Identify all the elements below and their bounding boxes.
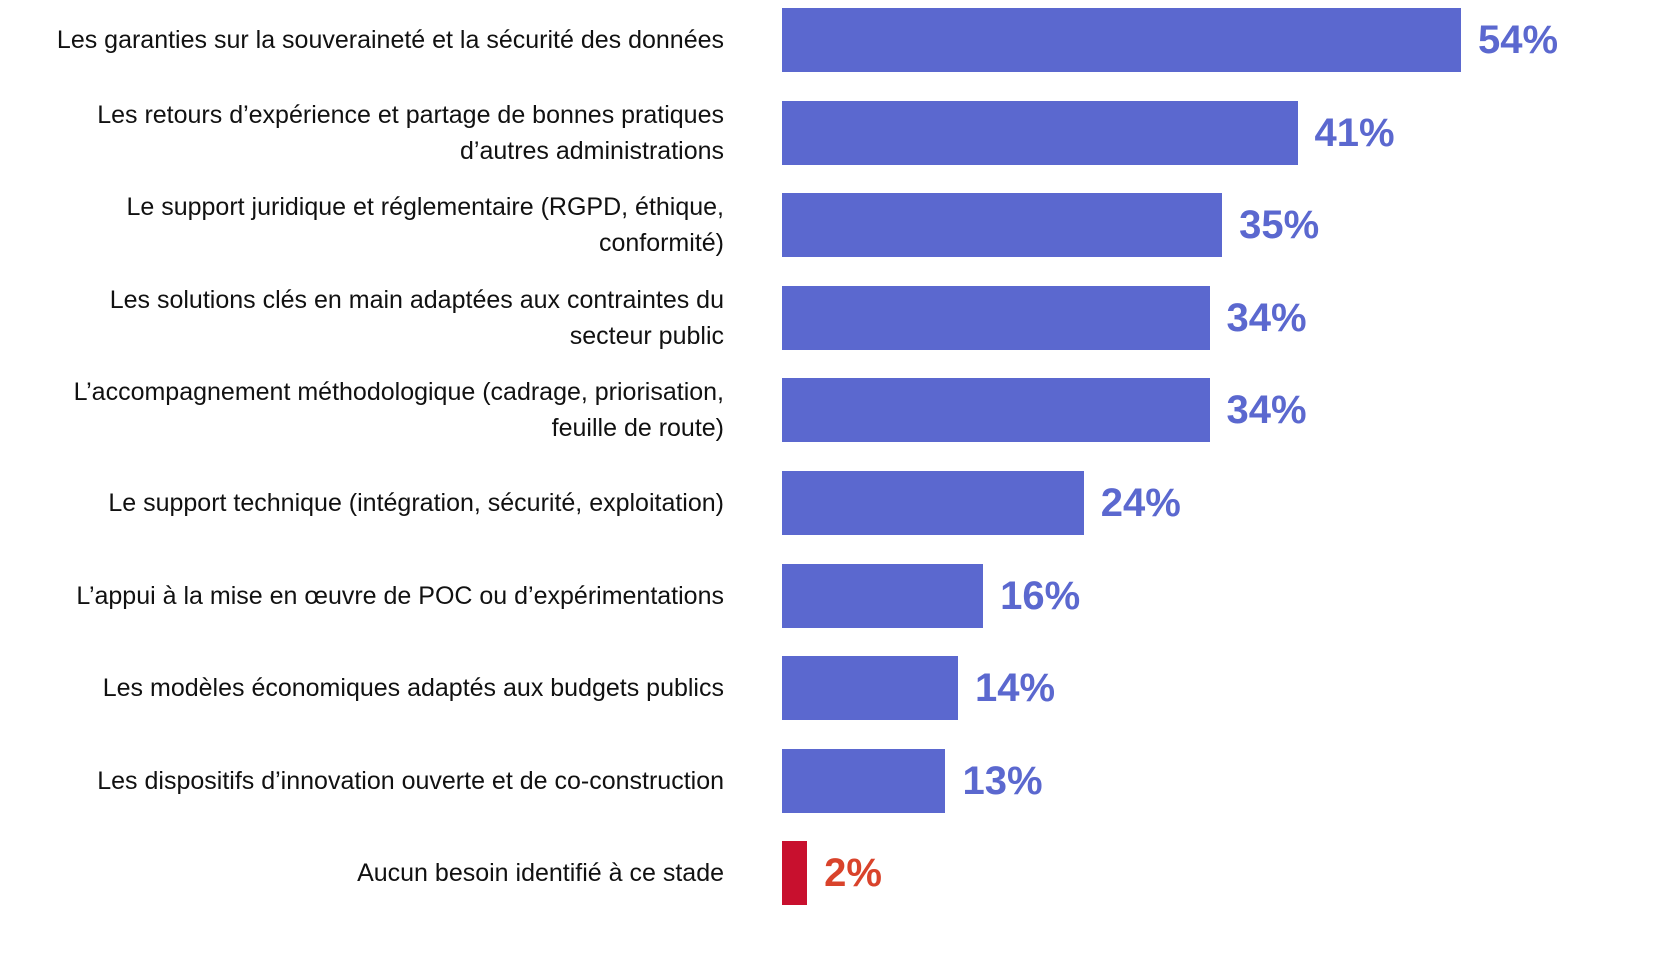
category-label: Les dispositifs d’innovation ouverte et … (97, 766, 724, 795)
category-label: Aucun besoin identifié à ce stade (357, 859, 724, 888)
category-label: Le support juridique et réglementaire (R… (126, 193, 724, 258)
bar (782, 841, 808, 906)
category-label: Les retours d’expérience et partage de b… (97, 100, 724, 165)
category-label: Les garanties sur la souveraineté et la … (56, 26, 724, 54)
bar (782, 8, 1461, 72)
category-label: L’accompagnement méthodologique (cadrage… (73, 378, 724, 443)
value-label: 41% (1314, 110, 1395, 155)
value-label: 16% (1000, 573, 1081, 618)
bar (782, 656, 959, 721)
value-label: 24% (1100, 481, 1181, 525)
value-label: 54% (1478, 18, 1559, 62)
value-label: 2% (824, 851, 882, 896)
bar (782, 378, 1210, 443)
bar (782, 563, 984, 628)
bar (782, 285, 1210, 350)
value-label: 34% (1226, 295, 1307, 340)
bar (782, 748, 946, 813)
bar (782, 193, 1223, 258)
value-label: 13% (962, 758, 1043, 803)
value-label: 14% (975, 666, 1056, 711)
category-label: Le support technique (intégration, sécur… (108, 489, 724, 517)
bar (782, 100, 1298, 165)
value-label: 35% (1239, 203, 1320, 248)
value-label: 34% (1226, 388, 1307, 433)
category-label: Les modèles économiques adaptés aux budg… (102, 674, 724, 703)
bar (782, 471, 1084, 535)
category-label: Les solutions clés en main adaptées aux … (109, 285, 724, 350)
category-label: L’appui à la mise en œuvre de POC ou d’e… (76, 581, 724, 610)
